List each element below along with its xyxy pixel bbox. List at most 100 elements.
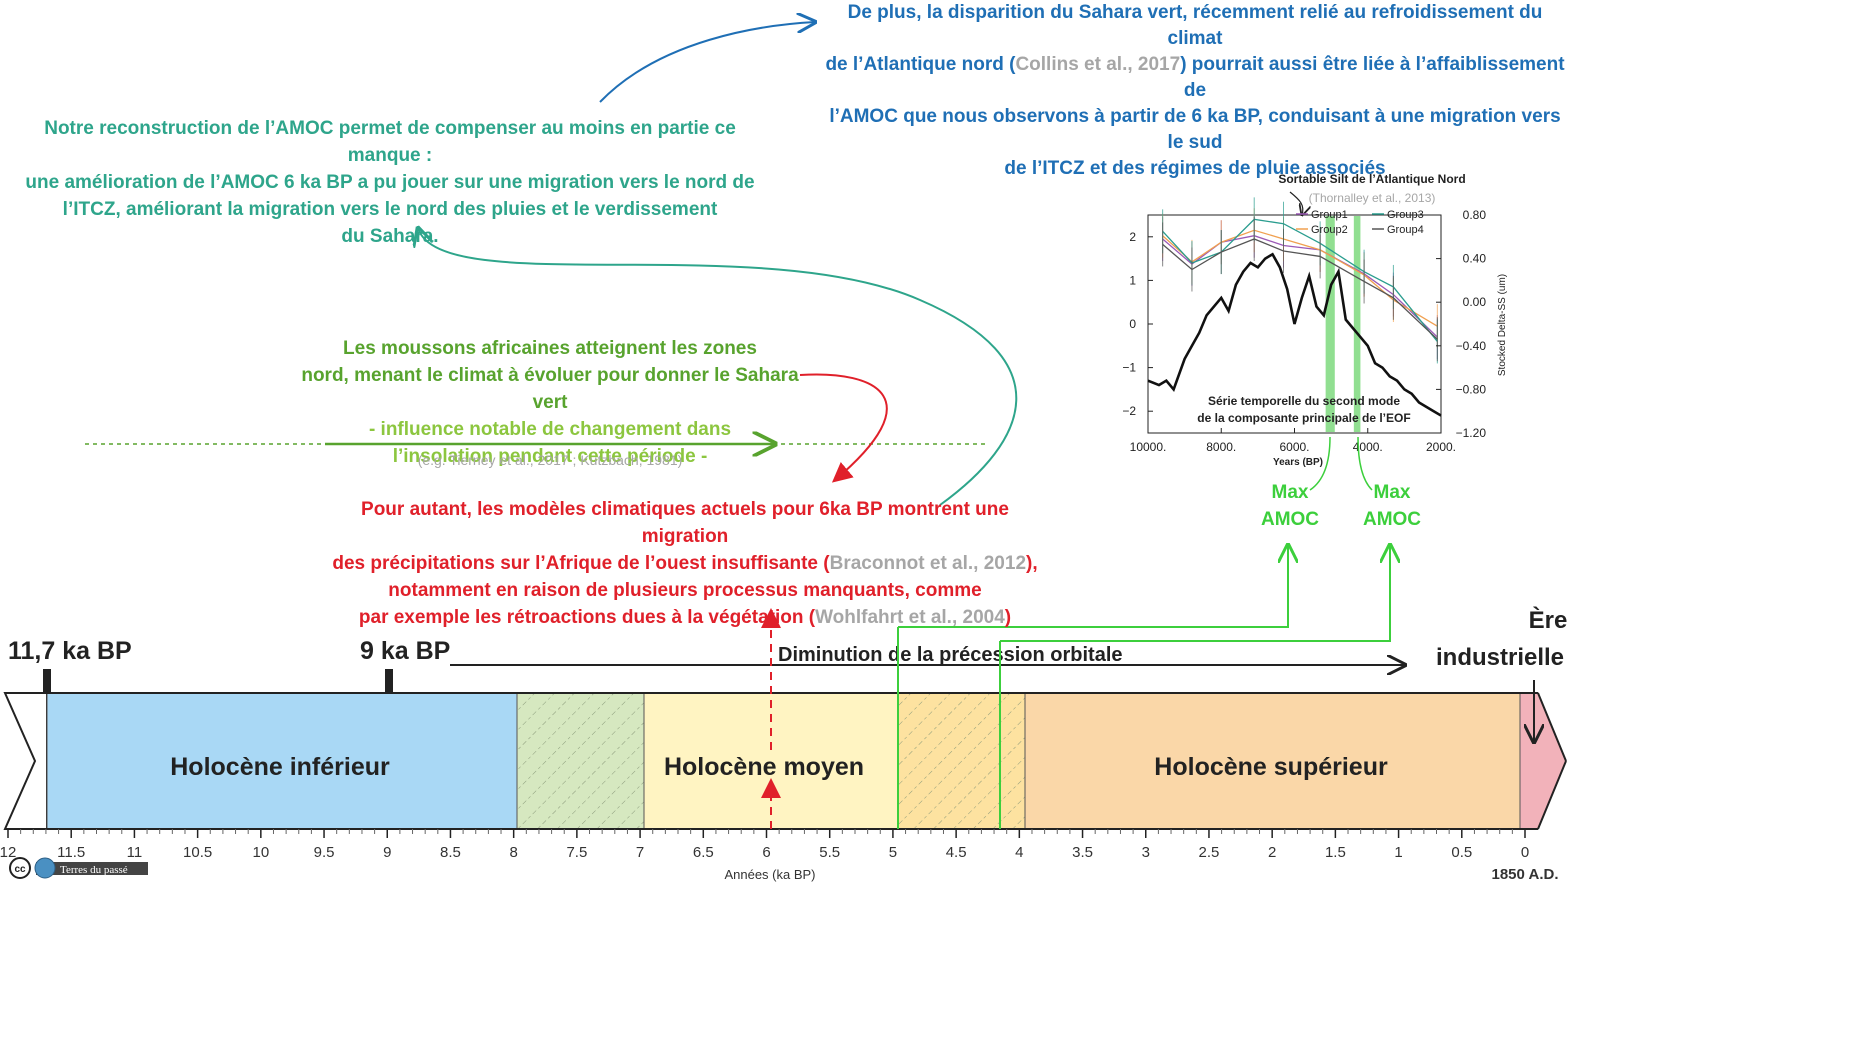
- amoc-collapse-line1: De plus, la disparition du Sahara vert, …: [847, 2, 1543, 49]
- models-to-reconstruction-arrow: [418, 228, 1018, 506]
- max-amoc-2-line1: Max: [1374, 482, 1411, 503]
- amoc-collapse-text: De plus, la disparition du Sahara vert, …: [820, 0, 1570, 182]
- max-amoc-1-line1: Max: [1272, 482, 1309, 503]
- marker-11-7: [43, 669, 51, 693]
- inset-eof-line1: Série temporelle du second mode: [1208, 394, 1400, 408]
- axis-tick-label: 5.5: [819, 844, 840, 861]
- monsoon-to-models-arrow: [799, 373, 888, 483]
- inset-yr-tick-label: −0.80: [1456, 382, 1487, 396]
- axis-end-label: 1850 A.D.: [1492, 866, 1559, 883]
- max-amoc-1-line2: AMOC: [1261, 509, 1319, 530]
- precession-label: Diminution de la précession orbitale: [778, 644, 1123, 666]
- inset-x-tick-label: 10000.: [1130, 440, 1167, 454]
- axis-tick-label: 12: [0, 844, 16, 861]
- inset-legend: Group1 Group2 Group3 Group4: [1296, 209, 1424, 236]
- axis-tick-label: 7.5: [566, 844, 587, 861]
- inset-ref: (Thornalley et al., 2013): [1309, 191, 1436, 205]
- label-11-7-ka: 11,7 ka BP: [8, 637, 132, 665]
- inset-yl-tick-label: −1: [1122, 361, 1136, 375]
- axis-tick-label: 11: [127, 844, 143, 861]
- axis-tick-label: 6.5: [693, 844, 714, 861]
- monsoon-line4: l’insolation pendant cette période -: [392, 446, 708, 467]
- axis-tick-label: 9: [383, 844, 391, 861]
- axis-label: Années (ka BP): [724, 867, 815, 882]
- models-line1: Pour autant, les modèles climatiques act…: [361, 499, 1009, 547]
- axis-tick-label: 3.5: [1072, 844, 1093, 861]
- reconstruction-line2: une amélioration de l’AMOC 6 ka BP a pu …: [25, 172, 755, 193]
- amoc-connectors: [897, 545, 1390, 829]
- marker-9: [385, 669, 393, 693]
- models-text: Pour autant, les modèles climatiques act…: [330, 496, 1040, 631]
- inset-ylabel-right: Stocked Delta-SS (um): [1497, 274, 1508, 376]
- inset-x-tick-label: 4000.: [1353, 440, 1383, 454]
- transition-green-hatch: [517, 693, 644, 829]
- axis-tick-label: 2.5: [1199, 844, 1220, 861]
- models-line4: par exemple les rétroactions dues à la v…: [358, 607, 1012, 628]
- max-amoc-2-pointer: [1357, 436, 1373, 491]
- models-line2: des précipitations sur l’Afrique de l’ou…: [332, 553, 1038, 574]
- reconstruction-text: Notre reconstruction de l’AMOC permet de…: [20, 115, 760, 250]
- monsoon-line2: nord, menant le climat à évoluer pour do…: [301, 365, 799, 413]
- axis-tick-label: 1.5: [1325, 844, 1346, 861]
- monsoon-line1: Les moussons africaines atteignent les z…: [343, 338, 757, 359]
- period-industrial: [1519, 692, 1567, 830]
- axis-tick-label: 8: [509, 844, 517, 861]
- reconstruction-to-collapse-arrow: [599, 22, 815, 103]
- max-amoc-1-pointer: [1309, 436, 1331, 491]
- axis-tick-label: 10.5: [183, 844, 212, 861]
- inset-xlabel: Years (BP): [1273, 457, 1323, 468]
- reconstruction-line3: l’ITCZ, améliorant la migration vers le …: [62, 199, 718, 220]
- inset-yr-tick-label: 0.00: [1463, 295, 1487, 309]
- axis-tick-label: 1: [1394, 844, 1402, 861]
- axis-tick-label: 6: [762, 844, 770, 861]
- series-eof: [1147, 252, 1442, 417]
- label-lower-holocene: Holocène inférieur: [170, 753, 390, 781]
- industrial-label-line2: industrielle: [1436, 644, 1564, 671]
- inset-yr-tick-label: −0.40: [1456, 339, 1487, 353]
- axis-tick-label: 0: [1521, 844, 1529, 861]
- inset-x-tick-label: 6000.: [1279, 440, 1309, 454]
- transition-orange-hatch: [898, 693, 1025, 829]
- axis-tick-label: 5: [889, 844, 897, 861]
- reconstruction-line1: Notre reconstruction de l’AMOC permet de…: [44, 118, 736, 166]
- models-line3: notamment en raison de plusieurs process…: [388, 580, 982, 601]
- axis-tick-label: 11.5: [57, 844, 85, 861]
- inset-yr-tick-label: −1.20: [1456, 426, 1487, 440]
- axis-tick-label: 4: [1015, 844, 1023, 861]
- monsoon-ref: (e.g. Tierney et al., 2017 ; Kutzbach, 1…: [417, 452, 683, 468]
- cc-icon: cc: [14, 864, 26, 875]
- axis-tick-label: 3: [1142, 844, 1150, 861]
- legend-group3: Group3: [1387, 209, 1424, 221]
- amoc-collapse-line3: l’AMOC que nous observons à partir de 6 …: [829, 106, 1561, 153]
- inset-yl-tick-label: 1: [1129, 273, 1136, 287]
- amoc-band-2: [1353, 216, 1361, 432]
- inset-yr-tick-label: 0.80: [1463, 208, 1487, 222]
- label-upper-holocene: Holocène supérieur: [1154, 753, 1388, 781]
- inset-ref-arrow: [1289, 191, 1303, 215]
- amoc-collapse-line2: de l’Atlantique nord (Collins et al., 20…: [825, 54, 1565, 101]
- legend-group1: Group1: [1311, 209, 1348, 221]
- legend-group4: Group4: [1387, 224, 1424, 236]
- timeline-start-chevron: [3, 692, 48, 830]
- axis-tick-label: 8.5: [440, 844, 461, 861]
- license-logo: Terres du passé cc: [9, 857, 148, 879]
- time-axis: 12 11.5 11 10.5 10 9.5 9 8.5 8 7.5 7 6.5 6 5.5 5 4.5 4 3.…: [0, 828, 1538, 861]
- timeline-band: [3, 692, 1567, 830]
- label-middle-holocene: Holocène moyen: [664, 753, 864, 781]
- inset-x-tick-label: 8000.: [1206, 440, 1236, 454]
- inset-title: Sortable Silt de l’Atlantique Nord: [1278, 172, 1465, 186]
- globe-icon: [34, 857, 56, 879]
- axis-tick-label: 10: [252, 844, 269, 861]
- industrial-label-line1: Ère: [1529, 606, 1568, 634]
- inset-eof-line2: de la composante principale de l’EOF: [1197, 411, 1410, 425]
- amoc-band-1: [1325, 216, 1335, 432]
- axis-tick-label: 9.5: [314, 844, 335, 861]
- label-9-ka: 9 ka BP: [360, 637, 450, 665]
- amoc-collapse-line4: de l’ITCZ et des régimes de pluie associ…: [1004, 158, 1386, 179]
- reconstruction-line4: du Sahara.: [341, 226, 439, 247]
- inset-chart: 10000. 8000. 6000. 4000. 2000. 2 1 0 −1 −2 0.80 0.4…: [1122, 197, 1486, 454]
- axis-tick-label: 4.5: [946, 844, 967, 861]
- inset-yr-tick-label: 0.40: [1463, 252, 1487, 266]
- logo-text: Terres du passé: [60, 864, 128, 876]
